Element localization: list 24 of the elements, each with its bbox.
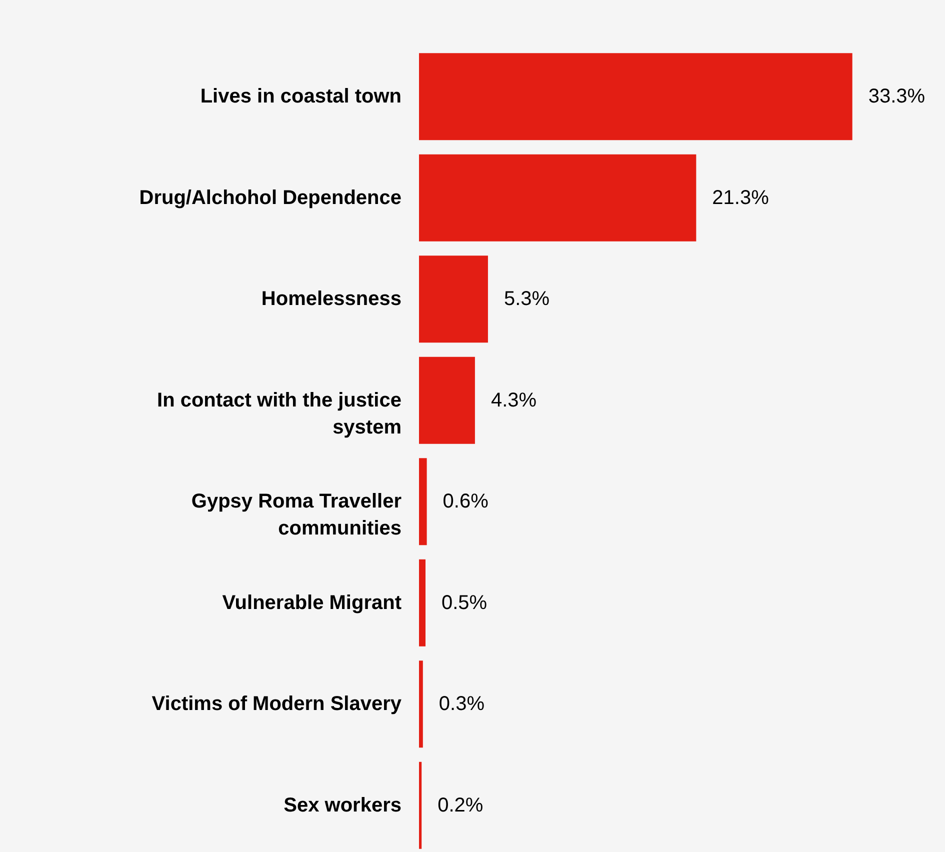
data-label: 5.3%	[504, 288, 550, 310]
y-tick-label: In contact with the justice system	[157, 389, 402, 438]
data-label: 0.6%	[442, 490, 489, 513]
y-tick-label: Drug/Alchohol Dependence	[139, 186, 402, 209]
bar	[419, 53, 852, 140]
data-label: 21.3%	[712, 186, 770, 209]
bar	[419, 762, 422, 849]
data-label: 33.3%	[868, 86, 926, 108]
bar	[419, 458, 427, 546]
y-tick-label: Homelessness	[261, 288, 402, 310]
data-label: 0.5%	[442, 592, 488, 614]
y-tick-label: Victims of Modern Slavery	[152, 693, 402, 716]
y-tick-label: Lives in coastal town	[200, 86, 402, 108]
y-tick-label: Gypsy Roma Traveller communities	[191, 490, 402, 540]
bar	[419, 559, 426, 646]
data-label: 0.2%	[438, 794, 484, 816]
bar	[419, 154, 696, 242]
bar	[419, 256, 488, 343]
data-label: 0.3%	[438, 693, 485, 716]
data-label: 4.3%	[490, 389, 537, 412]
y-tick-label: Vulnerable Migrant	[222, 592, 402, 614]
bar	[419, 356, 475, 444]
bar	[419, 660, 423, 748]
y-tick-label: Sex workers	[284, 794, 402, 816]
